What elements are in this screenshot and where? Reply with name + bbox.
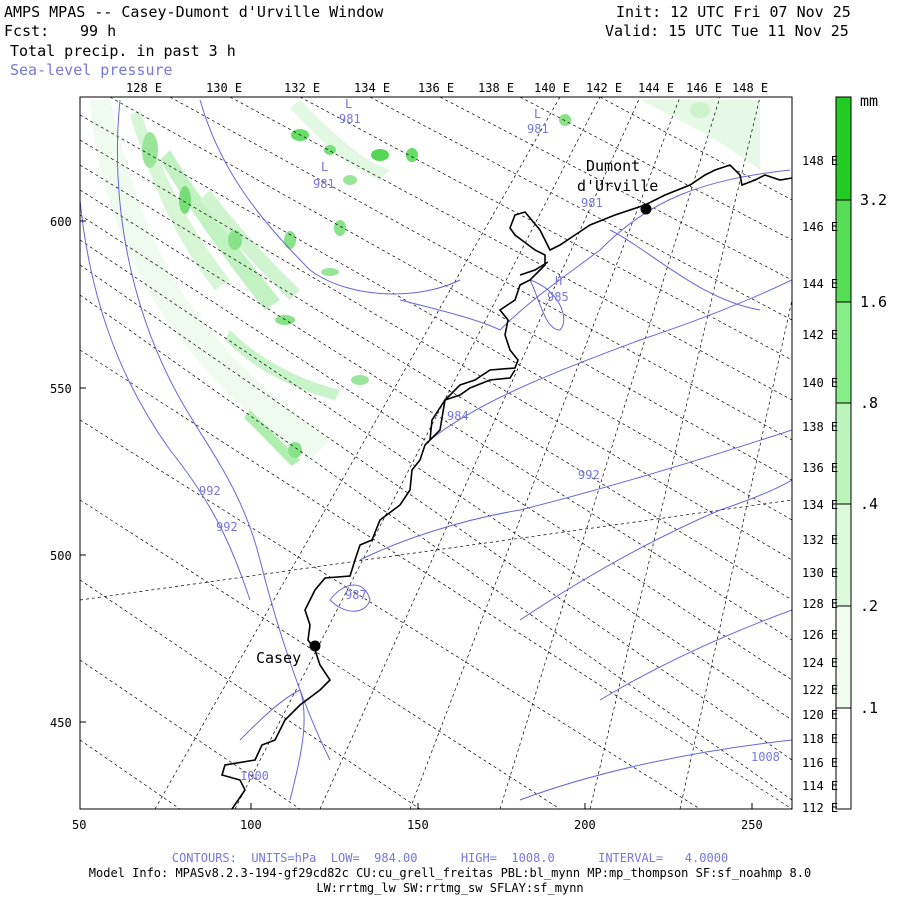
contour-label: 981 (527, 122, 549, 136)
right-lon-label: 140 E (802, 376, 839, 390)
field-precip: Total precip. in past 3 h (10, 42, 236, 60)
right-lon-label: 114 E (802, 779, 839, 793)
right-lon-label: 118 E (802, 732, 839, 746)
contour-label: 981 (313, 177, 335, 191)
right-lon-label: 136 E (802, 461, 839, 475)
contour-label: 992 (578, 468, 600, 482)
contour-label: 992 (216, 520, 238, 534)
top-lon-label: 128 E (126, 81, 163, 95)
right-lon-label: 142 E (802, 328, 839, 342)
right-lon-label: 132 E (802, 533, 839, 547)
fcst-label: Fcst: (4, 22, 50, 40)
colorbar-swatch (836, 504, 851, 606)
right-lon-label: 124 E (802, 656, 839, 670)
colorbar-label: 3.2 (860, 191, 888, 209)
contour-label: 987 (345, 588, 367, 602)
top-lon-label: 134 E (354, 81, 391, 95)
right-lon-label: 146 E (802, 220, 839, 234)
colorbar-label: .2 (860, 597, 879, 615)
right-lon-label: 122 E (802, 683, 839, 697)
axis-ticks (79, 220, 753, 809)
model-info: Model Info: MPASv8.2.3-194-gf29cd82c CU:… (88, 866, 812, 880)
dumont-label-1: Dumont (586, 157, 641, 175)
contour-label: 992 (199, 484, 221, 498)
colorbar-swatch (836, 606, 851, 708)
contour-label: 1000 (240, 769, 269, 783)
right-lon-label: 128 E (802, 597, 839, 611)
plot-frame (79, 96, 793, 810)
model-info-2: LW:rrtmg_lw SW:rrtmg_sw SFLAY:sf_mynn (316, 881, 584, 895)
casey-marker (309, 640, 321, 652)
high-marker: H (555, 274, 563, 288)
y-axis-label: 600 (50, 215, 72, 229)
casey-label: Casey (256, 649, 302, 667)
dumont-label-2: d'Urville (577, 177, 659, 195)
right-lon-label: 120 E (802, 708, 839, 722)
colorbar-swatch (836, 302, 851, 403)
right-lon-label: 116 E (802, 756, 839, 770)
contour-label: 981 (581, 196, 603, 210)
x-axis-label: 100 (240, 818, 262, 832)
right-lon-label: 126 E (802, 628, 839, 642)
top-lon-label: 140 E (534, 81, 571, 95)
top-lon-label: 136 E (418, 81, 455, 95)
top-lon-label: 146 E (686, 81, 723, 95)
colorbar-label: 1.6 (860, 293, 888, 311)
contour-label: 985 (547, 290, 569, 304)
top-lon-label: 130 E (206, 81, 243, 95)
right-lon-label: 134 E (802, 498, 839, 512)
contour-label: 981 (339, 112, 361, 126)
fcst-hours: 99 h (80, 22, 117, 40)
coastline (220, 164, 792, 809)
contour-label: 984 (447, 409, 469, 423)
colorbar (835, 96, 852, 810)
colorbar-swatch (836, 200, 851, 302)
contour-info: CONTOURS: UNITS=hPa LOW= 984.00 HIGH= 10… (171, 851, 729, 865)
top-lon-label: 148 E (732, 81, 769, 95)
colorbar-swatch (836, 97, 851, 200)
chart-title: AMPS MPAS -- Casey-Dumont d'Urville Wind… (4, 3, 384, 21)
low-marker: L (345, 97, 353, 111)
x-axis-label: 250 (741, 818, 763, 832)
right-lon-label: 144 E (802, 277, 839, 291)
field-slp: Sea-level pressure (10, 61, 173, 79)
colorbar-swatch (836, 403, 851, 504)
contour-label: 1008 (751, 750, 780, 764)
colorbar-label: .4 (860, 495, 879, 513)
low-marker: L (534, 107, 542, 121)
colorbar-label: .8 (860, 394, 879, 412)
x-axis-label: 150 (407, 818, 429, 832)
x-axis-label: 200 (574, 818, 596, 832)
top-lon-label: 144 E (638, 81, 675, 95)
valid-time: Valid: 15 UTC Tue 11 Nov 25 (605, 22, 849, 40)
y-axis-label: 500 (50, 549, 72, 563)
top-lon-label: 142 E (586, 81, 623, 95)
y-axis-label: 550 (50, 382, 72, 396)
init-time: Init: 12 UTC Fri 07 Nov 25 (616, 3, 851, 21)
colorbar-label: .1 (860, 699, 879, 717)
x-axis-label: 50 (72, 818, 87, 832)
dumont-durville-marker (640, 203, 652, 215)
right-lon-label: 138 E (802, 420, 839, 434)
top-lon-label: 132 E (284, 81, 321, 95)
colorbar-unit: mm (860, 92, 879, 110)
precip-shading (90, 100, 760, 466)
right-lon-label: 148 E (802, 154, 839, 168)
right-lon-label: 112 E (802, 801, 839, 815)
top-lon-label: 138 E (478, 81, 515, 95)
y-axis-label: 450 (50, 716, 72, 730)
right-lon-label: 130 E (802, 566, 839, 580)
isobars (80, 99, 792, 801)
low-marker: L (321, 160, 329, 174)
